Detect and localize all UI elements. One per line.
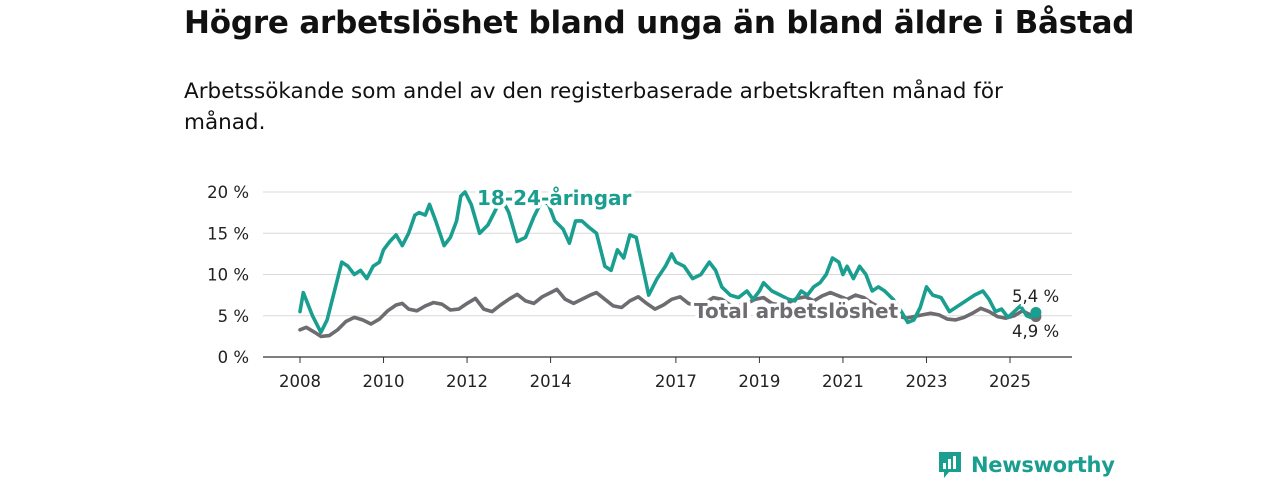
- series-label-youth: 18-24-åringar: [477, 186, 632, 210]
- end-value-label-youth: 5,4 %: [1012, 287, 1059, 306]
- y-tick-label: 5 %: [218, 307, 249, 326]
- x-tick-label: 2025: [989, 372, 1031, 391]
- x-tick-label: 2023: [905, 372, 947, 391]
- x-tick-label: 2010: [363, 372, 405, 391]
- y-tick-label: 0 %: [218, 348, 249, 367]
- series-endpoint-youth: [1030, 306, 1042, 318]
- chart-subtitle: Arbetssökande som andel av den registerb…: [184, 79, 1003, 135]
- series-lines: [298, 190, 1042, 339]
- brand-logo: Newsworthy: [937, 449, 1115, 481]
- x-tick-label: 2021: [822, 372, 864, 391]
- y-tick-labels: 0 % 5 % 10 % 15 % 20 %: [207, 183, 249, 367]
- axes: [263, 356, 1072, 363]
- y-tick-label: 15 %: [207, 224, 249, 243]
- series-labels: 18-24-åringar Total arbetslöshet 5,4 % 4,9 …: [474, 183, 1062, 344]
- x-tick-label: 2014: [530, 372, 572, 391]
- x-tick-label: 2017: [655, 372, 697, 391]
- line-chart: 0 %5 %10 %15 %20 % 2008 2010 2012 2014 2017 2…: [207, 183, 1072, 391]
- y-tick-label: 10 %: [207, 266, 249, 285]
- end-value-label-total: 4,9 %: [1012, 322, 1059, 341]
- series-line-youth: [298, 190, 1038, 335]
- x-tick-label: 2019: [738, 372, 780, 391]
- x-tick-label: 2012: [446, 372, 488, 391]
- brand-name: Newsworthy: [971, 453, 1115, 477]
- series-label-total: Total arbetslöshet: [694, 299, 899, 323]
- newsworthy-logo-icon: [939, 452, 961, 478]
- x-tick-labels: 2008 2010 2012 2014 2017 2019 2021 2023 2025: [279, 372, 1031, 391]
- chart-title: Högre arbetslöshet bland unga än bland ä…: [184, 5, 1135, 41]
- x-tick-label: 2008: [279, 372, 321, 391]
- y-tick-label: 20 %: [207, 183, 249, 202]
- series-line-total: [298, 287, 1038, 339]
- gridlines: [263, 191, 1072, 317]
